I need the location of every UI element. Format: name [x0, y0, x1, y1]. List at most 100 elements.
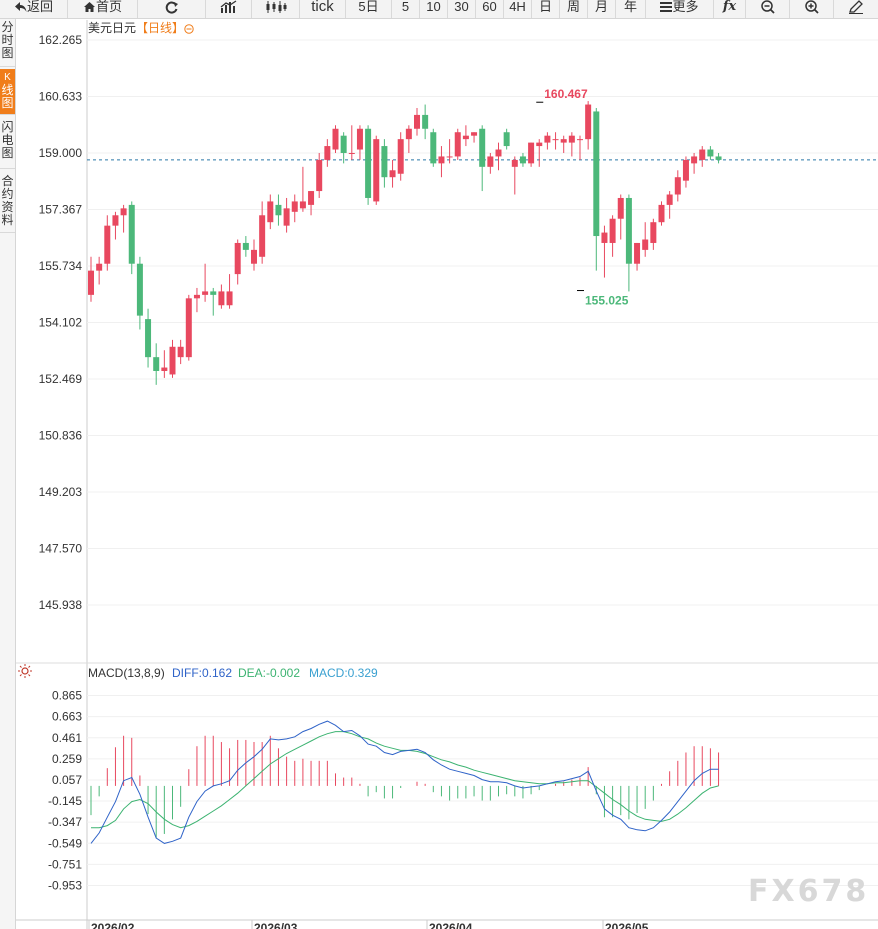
zoom-in-button[interactable] [790, 0, 834, 18]
candle [577, 135, 583, 160]
candle-body [699, 149, 706, 160]
period-5-button[interactable]: 5 [392, 0, 420, 18]
candle-body [544, 135, 551, 143]
candle [479, 125, 486, 192]
candle-body [674, 177, 681, 195]
formula-button[interactable]: fx [714, 0, 746, 18]
candle [316, 152, 323, 198]
candle-body [446, 156, 453, 158]
bar-chart-icon [220, 0, 236, 13]
candle-body [405, 128, 412, 140]
candle-body [226, 291, 233, 306]
candle-body [324, 146, 331, 160]
period-4h-button[interactable]: 4H [504, 0, 532, 18]
candle-body [88, 270, 94, 295]
candle-body [471, 132, 478, 136]
period-month-button[interactable]: 月 [588, 0, 616, 18]
candle [471, 132, 478, 143]
tab-timeshare[interactable]: 分时图 [0, 19, 15, 67]
price-tick-label: 145.938 [39, 598, 83, 612]
candle-body [356, 128, 363, 150]
candle-body [593, 111, 600, 237]
x-tick-label: 2026/04 [429, 921, 473, 929]
period-60-button[interactable]: 60 [476, 0, 504, 18]
candle [193, 287, 200, 313]
macd-tick-label: -0.549 [48, 836, 82, 850]
five-day-button[interactable]: 5日 [346, 0, 392, 18]
chart-type-button[interactable] [206, 0, 252, 18]
candle-body [585, 104, 592, 140]
candle [699, 146, 706, 167]
period-day-button[interactable]: 日 [532, 0, 560, 18]
candle [234, 239, 241, 285]
candle [88, 256, 94, 302]
price-tick-label: 160.633 [39, 89, 83, 103]
period-10-button[interactable]: 10 [420, 0, 448, 18]
period-toggle-icon[interactable] [184, 24, 194, 34]
period-year-button[interactable]: 年 [616, 0, 646, 18]
candle [487, 152, 494, 174]
candle-body [275, 204, 282, 216]
candle-body [438, 156, 445, 164]
candle [185, 294, 192, 361]
x-tick-label: 2026/03 [254, 921, 298, 929]
watermark: FX678 [748, 874, 870, 909]
candle [405, 125, 412, 153]
candle-body [552, 139, 559, 141]
zoom-out-button[interactable] [746, 0, 790, 18]
period-30-button[interactable]: 30 [448, 0, 476, 18]
candle [356, 125, 363, 160]
candle [593, 107, 600, 271]
candle-body [283, 208, 290, 226]
candle-body [365, 128, 372, 198]
period-week-button[interactable]: 周 [560, 0, 588, 18]
settings-sun-icon[interactable] [18, 664, 32, 678]
home-icon [83, 2, 95, 12]
menu-icon [660, 2, 673, 12]
tab-contract-info[interactable]: 合约资料 [0, 173, 15, 233]
diff-label: DIFF:0.162 [172, 666, 232, 680]
macd-label: MACD(13,8,9) [88, 666, 165, 680]
candle-body [519, 156, 526, 164]
candle-body [332, 128, 339, 150]
candle-body [381, 146, 388, 178]
candle-body [193, 294, 200, 299]
home-button[interactable]: 首页 [68, 0, 138, 18]
draw-button[interactable] [834, 0, 878, 18]
candle [528, 142, 535, 167]
tick-button[interactable]: tick [300, 0, 346, 18]
candle-body [153, 357, 160, 371]
refresh-button[interactable] [138, 0, 206, 18]
candle-body [634, 242, 641, 264]
back-button[interactable]: 返回 [0, 0, 68, 18]
candle-body [658, 204, 665, 223]
diff-line [90, 720, 719, 844]
candle [161, 350, 168, 378]
candle-body [682, 159, 689, 181]
candle [511, 156, 518, 195]
candle [120, 204, 127, 233]
more-button[interactable]: 更多 [646, 0, 714, 18]
candle [674, 170, 681, 202]
candle [348, 125, 355, 160]
candle-body [136, 263, 143, 316]
candle-body [666, 194, 673, 205]
chart-title: 美元日元 [88, 21, 136, 35]
candle [259, 201, 266, 264]
candle [691, 152, 698, 174]
macd-tick-label: -0.953 [48, 878, 82, 892]
candle-body [560, 139, 567, 143]
candle-body [112, 215, 119, 226]
tab-flash[interactable]: 闪电图 [0, 119, 15, 169]
candle [291, 194, 298, 223]
candlestick-icon [266, 1, 286, 13]
macd-tick-label: 0.865 [52, 689, 82, 703]
candle [283, 197, 290, 233]
candle-style-button[interactable] [252, 0, 300, 18]
candle-body [528, 142, 535, 164]
candle-body [308, 191, 315, 205]
price-tick-label: 150.836 [39, 429, 83, 443]
candle-body [373, 139, 380, 202]
